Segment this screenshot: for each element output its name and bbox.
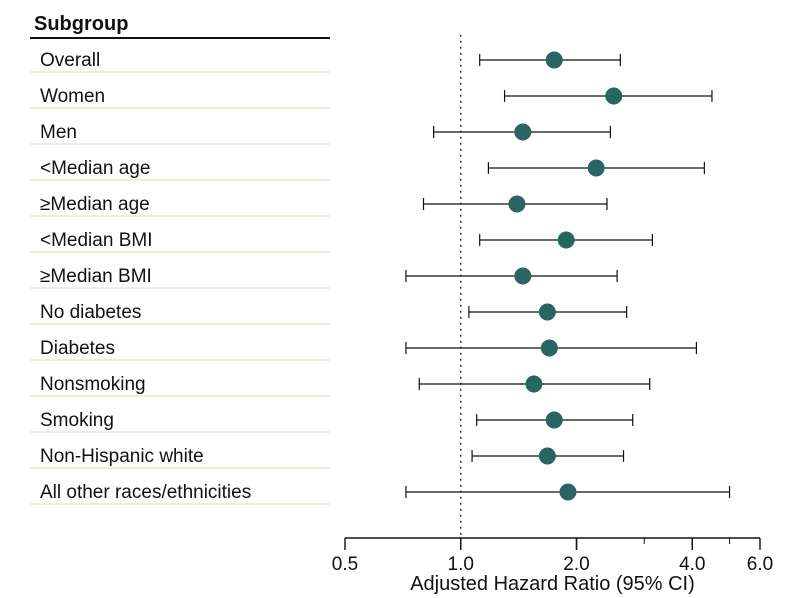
row-label: Overall bbox=[40, 50, 100, 71]
header-subgroup-label: Subgroup bbox=[34, 13, 128, 35]
row-label: Men bbox=[40, 122, 77, 143]
forest-plot: Subgroup Overall Women Men <Median age ≥Media… bbox=[0, 0, 794, 598]
x-tick-label: 6.0 bbox=[747, 554, 773, 575]
x-tick-label: 1.0 bbox=[448, 554, 474, 575]
row-label: Non-Hispanic white bbox=[40, 446, 204, 467]
hr-marker bbox=[588, 160, 604, 176]
x-tick-label: 4.0 bbox=[679, 554, 705, 575]
hr-marker bbox=[526, 376, 542, 392]
hr-marker bbox=[546, 412, 562, 428]
hr-marker bbox=[515, 268, 531, 284]
row-label: <Median age bbox=[40, 158, 150, 179]
row-label: Women bbox=[40, 86, 105, 107]
hr-marker bbox=[539, 304, 555, 320]
hr-marker bbox=[539, 448, 555, 464]
row-label: <Median BMI bbox=[40, 230, 152, 251]
row-label: Diabetes bbox=[40, 338, 115, 359]
hr-marker bbox=[606, 88, 622, 104]
hr-marker bbox=[509, 196, 525, 212]
x-tick-label: 2.0 bbox=[563, 554, 589, 575]
row-label: ≥Median BMI bbox=[40, 266, 152, 287]
x-axis-title: Adjusted Hazard Ratio (95% CI) bbox=[410, 573, 695, 595]
chart-svg: Subgroup Overall Women Men <Median age ≥Media… bbox=[0, 0, 794, 598]
row-label: No diabetes bbox=[40, 302, 141, 323]
hr-marker bbox=[560, 484, 576, 500]
hr-marker bbox=[515, 124, 531, 140]
row-label: All other races/ethnicities bbox=[40, 482, 251, 503]
x-tick-label: 0.5 bbox=[332, 554, 358, 575]
row-label: Nonsmoking bbox=[40, 374, 146, 395]
row-label: ≥Median age bbox=[40, 194, 150, 215]
hr-marker bbox=[541, 340, 557, 356]
row-label: Smoking bbox=[40, 410, 114, 431]
hr-marker bbox=[546, 52, 562, 68]
hr-marker bbox=[558, 232, 574, 248]
